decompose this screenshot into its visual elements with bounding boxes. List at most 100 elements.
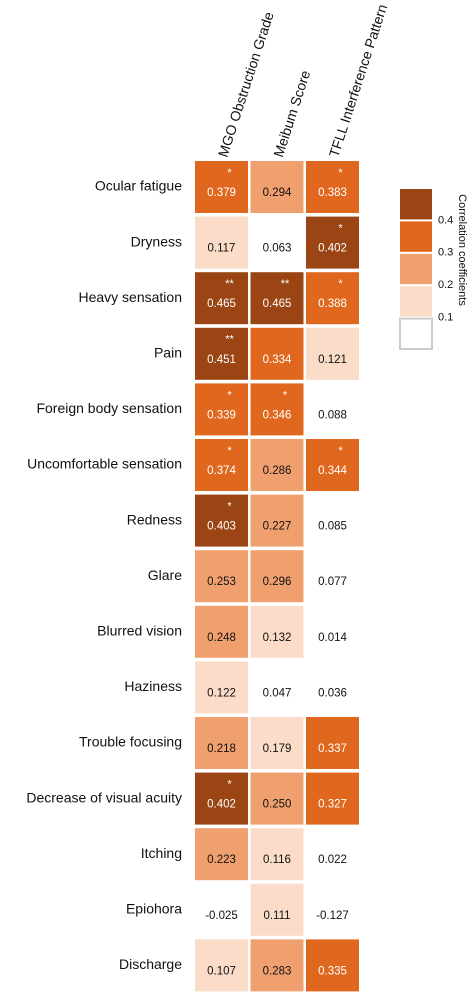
cell-value: 0.465	[263, 298, 292, 310]
legend-tick-label: 0.4	[438, 214, 453, 226]
row-label: Blurred vision	[97, 623, 182, 639]
heatmap-cell	[306, 161, 359, 213]
heatmap-cell	[306, 939, 359, 992]
heatmap-cell	[306, 661, 359, 714]
cell-value: 0.402	[207, 799, 236, 811]
cell-value: 0.088	[318, 409, 347, 421]
row-label: Pain	[154, 345, 182, 361]
heatmap-cell	[306, 494, 359, 547]
heatmap-cell	[306, 216, 359, 269]
heatmap-cell	[306, 327, 359, 380]
heatmap-cell	[250, 272, 304, 325]
heatmap-cell	[250, 939, 304, 992]
cell-value: 0.117	[208, 243, 236, 255]
cell-value: 0.451	[207, 354, 236, 366]
heatmap-cell	[195, 439, 248, 491]
legend-swatch	[400, 189, 432, 220]
significance-star: **	[225, 334, 234, 346]
legend-tick-label: 0.1	[438, 312, 453, 324]
heatmap-cell	[195, 161, 248, 213]
heatmap-cell	[250, 216, 304, 269]
cell-value: 0.388	[318, 298, 347, 310]
significance-star: *	[283, 389, 288, 401]
heatmap-cell	[306, 550, 359, 603]
heatmap-cell	[195, 605, 248, 658]
legend-title: Correlation coefficients	[456, 194, 468, 306]
cell-value: 0.346	[263, 409, 292, 421]
heatmap-cell	[306, 439, 359, 491]
cell-value: 0.121	[318, 354, 347, 366]
heatmap-cell	[195, 717, 248, 769]
cell-value: 0.383	[318, 187, 347, 199]
row-label: Heavy sensation	[78, 289, 182, 305]
row-label: Discharge	[119, 956, 182, 972]
heatmap-cell	[195, 661, 248, 714]
row-label: Trouble focusing	[79, 734, 182, 750]
cell-value: 0.132	[263, 632, 292, 644]
heatmap-cell	[250, 828, 304, 881]
heatmap-cell	[195, 494, 248, 547]
row-label: Haziness	[124, 678, 182, 694]
legend-tick-label: 0.3	[438, 247, 453, 259]
heatmap-cell	[195, 939, 248, 992]
cell-value: 0.465	[207, 298, 236, 310]
cell-value: 0.337	[318, 743, 347, 755]
heatmap-cell	[195, 383, 248, 436]
cell-value: 0.085	[318, 521, 347, 533]
cell-value: 0.335	[318, 965, 347, 977]
cell-value: 0.286	[263, 465, 292, 477]
cell-value: 0.379	[207, 187, 236, 199]
heatmap-cell	[306, 717, 359, 769]
cell-value: 0.402	[318, 243, 347, 255]
heatmap-cell	[306, 883, 359, 936]
significance-star: *	[227, 445, 232, 457]
heatmap-cell	[250, 717, 304, 769]
heatmap-cell	[306, 272, 359, 325]
significance-star: **	[225, 278, 234, 290]
significance-star: *	[338, 278, 343, 290]
cell-value: 0.077	[318, 576, 347, 588]
row-label: Decrease of visual acuity	[26, 789, 182, 805]
heatmap-cell	[306, 772, 359, 825]
heatmap-cell	[250, 439, 304, 491]
heatmap-cell	[195, 883, 248, 936]
cell-value: 0.339	[207, 409, 236, 421]
row-label: Glare	[148, 567, 182, 583]
significance-star: *	[338, 167, 343, 179]
cell-value: 0.107	[207, 965, 236, 977]
cell-value: 0.334	[263, 354, 292, 366]
significance-star: *	[227, 389, 232, 401]
cell-value: 0.227	[263, 521, 292, 533]
heatmap-cell	[250, 161, 304, 213]
cell-value: 0.063	[263, 243, 292, 255]
row-label: Itching	[141, 845, 182, 861]
heatmap-cell	[250, 605, 304, 658]
cell-value: 0.374	[207, 465, 236, 477]
legend-tick-label: 0.2	[438, 279, 453, 291]
heatmap-cell	[195, 550, 248, 603]
cell-value: 0.218	[207, 743, 236, 755]
cell-value: 0.250	[263, 799, 292, 811]
cell-value: 0.179	[263, 743, 292, 755]
heatmap-cell	[250, 661, 304, 714]
heatmap-cell	[195, 216, 248, 269]
cell-value: 0.248	[207, 632, 236, 644]
heatmap-cell	[195, 828, 248, 881]
cell-value: 0.014	[318, 632, 347, 644]
cell-value: 0.223	[207, 854, 236, 866]
legend-swatch	[400, 286, 432, 317]
cell-value: 0.253	[207, 576, 236, 588]
significance-star: **	[281, 278, 290, 290]
heatmap-cell	[195, 272, 248, 325]
cell-value: 0.327	[318, 799, 347, 811]
cell-value: -0.127	[316, 910, 349, 922]
heatmap-cell	[306, 605, 359, 658]
legend-swatch	[399, 317, 433, 351]
cell-value: -0.025	[205, 910, 238, 922]
heatmap-cell	[250, 327, 304, 380]
heatmap-cell	[250, 772, 304, 825]
column-label: MGO Obstruction Grade	[215, 10, 277, 159]
column-label: Meibum Score	[270, 68, 313, 159]
legend-swatch	[400, 253, 432, 285]
row-label: Redness	[127, 511, 182, 527]
